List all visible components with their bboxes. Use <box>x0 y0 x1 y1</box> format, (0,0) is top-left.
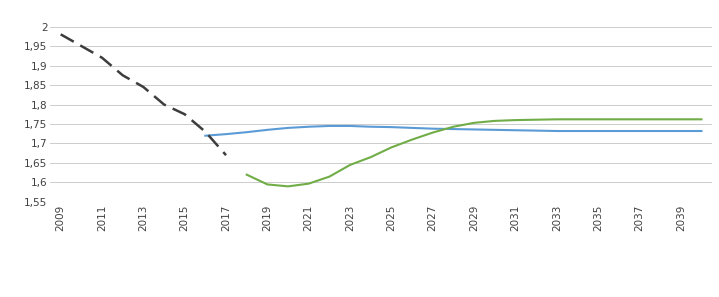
Antall barn per kvinne 2018-fremskrivningene <box>429 131 437 134</box>
Antall barn per kvinne 2018-fremskrivningene <box>408 138 416 141</box>
Antall barn per kvinne 2018-fremskrivningene <box>615 118 623 121</box>
Barn per kvinne 2009–2017 <box>56 33 65 36</box>
Antall barn per kvinne 2018-fremskrivningene <box>449 125 458 129</box>
Antall barn per kvinne 2018-fremskrivningene <box>594 118 603 121</box>
Antall barn per kvinne 2016-fremskrivningene <box>387 125 395 129</box>
Antall barn per kvinne 2016-fremskrivningene <box>201 134 210 138</box>
Antall barn per kvinne 2018-fremskrivningene <box>635 118 644 121</box>
Barn per kvinne 2009–2017 <box>160 103 168 106</box>
Antall barn per kvinne 2016-fremskrivningene <box>615 129 623 133</box>
Barn per kvinne 2009–2017 <box>180 113 189 116</box>
Antall barn per kvinne 2018-fremskrivningene <box>242 173 251 176</box>
Antall barn per kvinne 2016-fremskrivningene <box>429 127 437 130</box>
Barn per kvinne 2009–2017 <box>77 44 86 48</box>
Line: Barn per kvinne 2009–2017: Barn per kvinne 2009–2017 <box>60 34 226 155</box>
Antall barn per kvinne 2018-fremskrivningene <box>490 119 499 123</box>
Antall barn per kvinne 2016-fremskrivningene <box>511 128 520 132</box>
Antall barn per kvinne 2016-fremskrivningene <box>367 125 375 129</box>
Antall barn per kvinne 2016-fremskrivningene <box>284 126 293 130</box>
Antall barn per kvinne 2016-fremskrivningene <box>552 129 561 133</box>
Antall barn per kvinne 2018-fremskrivningene <box>346 163 354 167</box>
Antall barn per kvinne 2016-fremskrivningene <box>490 128 499 132</box>
Antall barn per kvinne 2016-fremskrivningene <box>470 128 478 131</box>
Antall barn per kvinne 2018-fremskrivningene <box>325 175 334 178</box>
Antall barn per kvinne 2018-fremskrivningene <box>697 118 706 121</box>
Antall barn per kvinne 2016-fremskrivningene <box>346 124 354 128</box>
Antall barn per kvinne 2018-fremskrivningene <box>511 118 520 122</box>
Antall barn per kvinne 2018-fremskrivningene <box>284 184 293 188</box>
Barn per kvinne 2009–2017 <box>119 73 127 77</box>
Antall barn per kvinne 2016-fremskrivningene <box>221 132 230 136</box>
Antall barn per kvinne 2018-fremskrivningene <box>263 183 272 186</box>
Antall barn per kvinne 2018-fremskrivningene <box>367 155 375 159</box>
Antall barn per kvinne 2018-fremskrivningene <box>552 118 561 121</box>
Antall barn per kvinne 2016-fremskrivningene <box>677 129 685 133</box>
Antall barn per kvinne 2016-fremskrivningene <box>573 129 582 133</box>
Line: Antall barn per kvinne 2018-fremskrivningene: Antall barn per kvinne 2018-fremskrivnin… <box>247 119 702 186</box>
Antall barn per kvinne 2018-fremskrivningene <box>656 118 664 121</box>
Barn per kvinne 2009–2017 <box>221 153 230 157</box>
Barn per kvinne 2009–2017 <box>201 130 210 134</box>
Antall barn per kvinne 2018-fremskrivningene <box>677 118 685 121</box>
Antall barn per kvinne 2018-fremskrivningene <box>387 146 395 149</box>
Antall barn per kvinne 2018-fremskrivningene <box>532 118 541 121</box>
Antall barn per kvinne 2018-fremskrivningene <box>304 182 313 185</box>
Barn per kvinne 2009–2017 <box>98 56 106 59</box>
Antall barn per kvinne 2016-fremskrivningene <box>594 129 603 133</box>
Antall barn per kvinne 2016-fremskrivningene <box>325 124 334 128</box>
Antall barn per kvinne 2018-fremskrivningene <box>470 121 478 125</box>
Antall barn per kvinne 2016-fremskrivningene <box>697 129 706 133</box>
Antall barn per kvinne 2016-fremskrivningene <box>635 129 644 133</box>
Barn per kvinne 2009–2017 <box>139 85 147 89</box>
Antall barn per kvinne 2016-fremskrivningene <box>263 128 272 132</box>
Antall barn per kvinne 2016-fremskrivningene <box>656 129 664 133</box>
Antall barn per kvinne 2016-fremskrivningene <box>449 127 458 131</box>
Antall barn per kvinne 2018-fremskrivningene <box>573 118 582 121</box>
Line: Antall barn per kvinne 2016-fremskrivningene: Antall barn per kvinne 2016-fremskrivnin… <box>206 126 702 136</box>
Antall barn per kvinne 2016-fremskrivningene <box>532 129 541 132</box>
Antall barn per kvinne 2016-fremskrivningene <box>408 126 416 130</box>
Antall barn per kvinne 2016-fremskrivningene <box>242 130 251 134</box>
Antall barn per kvinne 2016-fremskrivningene <box>304 125 313 129</box>
